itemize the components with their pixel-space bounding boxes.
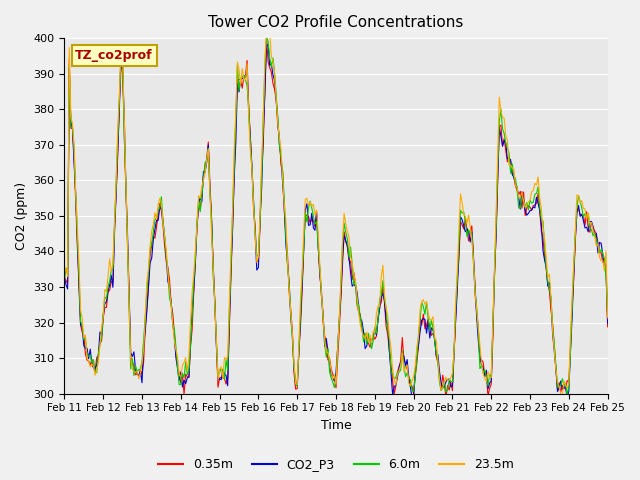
6.0m <box>253 252 260 258</box>
CO2_P3 <box>612 307 620 313</box>
23.5m <box>316 263 324 269</box>
6.0m <box>234 61 241 67</box>
Line: CO2_P3: CO2_P3 <box>65 45 640 398</box>
23.5m <box>262 27 270 33</box>
CO2_P3 <box>234 81 241 87</box>
23.5m <box>61 270 68 276</box>
23.5m <box>264 27 272 33</box>
0.35m <box>253 259 260 264</box>
0.35m <box>132 372 140 378</box>
23.5m <box>612 275 620 280</box>
23.5m <box>234 59 241 65</box>
Legend: 0.35m, CO2_P3, 6.0m, 23.5m: 0.35m, CO2_P3, 6.0m, 23.5m <box>153 453 519 476</box>
6.0m <box>264 38 272 44</box>
23.5m <box>253 260 260 265</box>
0.35m <box>61 274 68 280</box>
23.5m <box>132 370 140 375</box>
0.35m <box>316 274 324 279</box>
6.0m <box>132 363 140 369</box>
Line: 6.0m: 6.0m <box>65 37 640 395</box>
Title: Tower CO2 Profile Concentrations: Tower CO2 Profile Concentrations <box>209 15 464 30</box>
0.35m <box>612 292 620 298</box>
CO2_P3 <box>408 395 416 401</box>
CO2_P3 <box>253 267 260 273</box>
0.35m <box>234 77 241 83</box>
X-axis label: Time: Time <box>321 419 351 432</box>
6.0m <box>61 277 68 283</box>
Text: TZ_co2prof: TZ_co2prof <box>76 49 153 62</box>
6.0m <box>563 392 571 398</box>
CO2_P3 <box>264 42 272 48</box>
6.0m <box>612 281 620 287</box>
0.35m <box>442 395 450 400</box>
Line: 23.5m: 23.5m <box>65 30 640 396</box>
CO2_P3 <box>61 276 68 281</box>
6.0m <box>316 264 324 270</box>
0.35m <box>262 34 270 40</box>
CO2_P3 <box>262 43 270 48</box>
0.35m <box>264 59 272 65</box>
CO2_P3 <box>316 268 324 274</box>
23.5m <box>559 393 566 398</box>
CO2_P3 <box>132 367 140 373</box>
Line: 0.35m: 0.35m <box>65 37 640 397</box>
6.0m <box>262 34 270 40</box>
Y-axis label: CO2 (ppm): CO2 (ppm) <box>15 182 28 250</box>
